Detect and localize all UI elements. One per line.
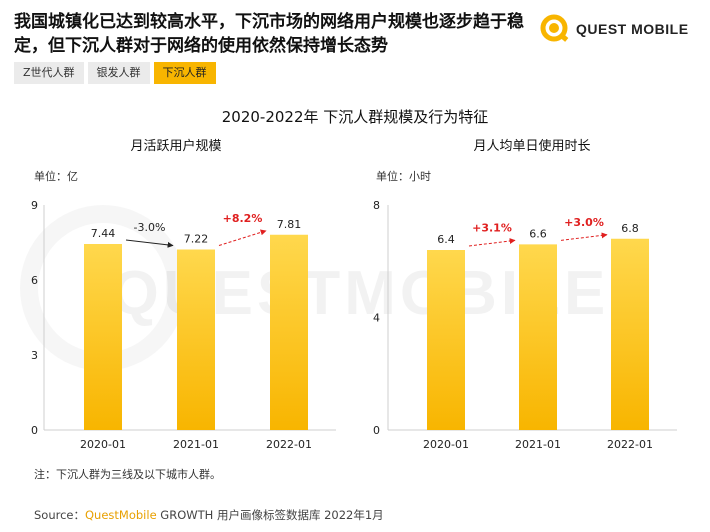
- y-tick-label: 9: [31, 199, 38, 212]
- change-label: -3.0%: [134, 221, 166, 234]
- y-tick-label: 6: [31, 274, 38, 287]
- source-prefix: Source：: [34, 508, 85, 522]
- subchart-title: 月人均单日使用时长: [473, 138, 590, 154]
- change-arrow: [125, 239, 174, 248]
- change-arrow: [468, 238, 516, 247]
- tab-silver[interactable]: 银发人群: [87, 62, 150, 84]
- tab-gen-z[interactable]: Z世代人群: [14, 62, 84, 84]
- bar-value-label: 7.44: [91, 227, 116, 240]
- bar: [611, 238, 649, 430]
- change-label: +8.2%: [223, 212, 263, 225]
- source-rest: GROWTH 用户画像标签数据库 2022年1月: [156, 508, 384, 522]
- y-tick-label: 4: [373, 312, 380, 325]
- logo-text: QUEST MOBILE: [576, 21, 689, 37]
- tab-lower-tier[interactable]: 下沉人群: [153, 62, 216, 84]
- headline: 我国城镇化已达到较高水平，下沉市场的网络用户规模也逐步趋于稳定，但下沉人群对于网…: [14, 12, 524, 56]
- bar: [177, 249, 215, 430]
- bar-value-label: 7.81: [277, 218, 302, 231]
- x-tick-label: 2022-01: [266, 438, 312, 451]
- chart-title: 2020-2022年 下沉人群规模及行为特征: [221, 108, 489, 126]
- unit-label: 单位：亿: [34, 169, 78, 183]
- bar-value-label: 6.8: [621, 222, 639, 235]
- y-tick-label: 3: [31, 349, 38, 362]
- change-arrow: [560, 232, 608, 241]
- y-tick-label: 0: [31, 424, 38, 437]
- audience-tabs: Z世代人群 银发人群 下沉人群: [14, 62, 216, 84]
- bar: [519, 244, 557, 430]
- y-tick-label: 8: [373, 199, 380, 212]
- x-tick-label: 2020-01: [80, 438, 126, 451]
- x-tick-label: 2021-01: [173, 438, 219, 451]
- x-tick-label: 2020-01: [423, 438, 469, 451]
- logo-mark-icon: [540, 14, 570, 44]
- source-line: Source：QuestMobile GROWTH 用户画像标签数据库 2022…: [34, 507, 384, 523]
- source-brand: QuestMobile: [85, 508, 157, 522]
- bar-value-label: 6.6: [529, 227, 547, 240]
- bar: [270, 234, 308, 430]
- change-label: +3.1%: [472, 221, 512, 234]
- y-tick-label: 0: [373, 424, 380, 437]
- bar-value-label: 7.22: [184, 233, 209, 246]
- questmobile-logo: QUEST MOBILE: [540, 14, 689, 44]
- bar: [427, 250, 465, 430]
- x-tick-label: 2021-01: [515, 438, 561, 451]
- bar: [84, 244, 122, 430]
- change-arrow: [218, 229, 267, 246]
- x-tick-label: 2022-01: [607, 438, 653, 451]
- footnote: 注：下沉人群为三线及以下城市人群。: [34, 468, 221, 481]
- bar-value-label: 6.4: [437, 233, 455, 246]
- unit-label: 单位：小时: [376, 169, 431, 183]
- subchart-title: 月活跃用户规模: [130, 138, 221, 154]
- change-label: +3.0%: [564, 216, 604, 229]
